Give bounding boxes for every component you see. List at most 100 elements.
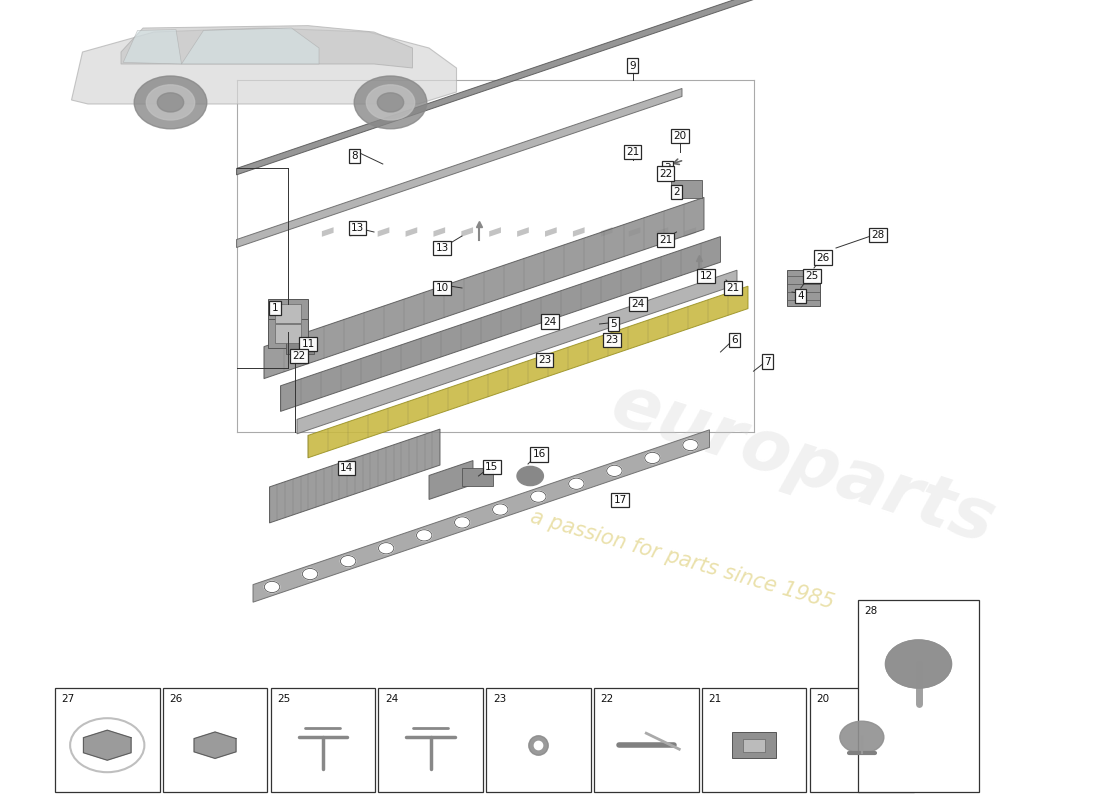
Bar bbox=[858, 600, 979, 792]
Bar bbox=[55, 688, 160, 792]
Text: 24: 24 bbox=[385, 694, 398, 704]
Text: 23: 23 bbox=[605, 335, 618, 345]
Polygon shape bbox=[253, 430, 710, 602]
Text: 23: 23 bbox=[538, 355, 551, 365]
Circle shape bbox=[454, 517, 470, 528]
Bar bbox=[163, 688, 267, 792]
Bar bbox=[286, 339, 313, 354]
Bar bbox=[275, 324, 301, 343]
Circle shape bbox=[493, 504, 508, 515]
Polygon shape bbox=[72, 28, 456, 104]
Text: 14: 14 bbox=[340, 463, 353, 473]
Text: europarts: europarts bbox=[603, 370, 1003, 558]
Polygon shape bbox=[322, 227, 333, 237]
Polygon shape bbox=[657, 227, 669, 237]
Text: a passion for parts since 1985: a passion for parts since 1985 bbox=[528, 507, 836, 613]
Bar bbox=[271, 688, 375, 792]
Polygon shape bbox=[236, 0, 754, 175]
Text: 10: 10 bbox=[436, 283, 449, 293]
Bar bbox=[744, 739, 766, 752]
Polygon shape bbox=[350, 227, 362, 237]
Circle shape bbox=[377, 93, 404, 112]
Bar bbox=[268, 319, 308, 348]
Text: 1: 1 bbox=[272, 303, 278, 313]
Text: 13: 13 bbox=[351, 223, 364, 233]
Text: 9: 9 bbox=[629, 61, 636, 70]
Text: 21: 21 bbox=[659, 235, 672, 245]
Text: 17: 17 bbox=[614, 495, 627, 505]
Text: 7: 7 bbox=[764, 357, 771, 366]
Text: 22: 22 bbox=[293, 351, 306, 361]
Text: 28: 28 bbox=[871, 230, 884, 240]
Polygon shape bbox=[629, 227, 640, 237]
Polygon shape bbox=[308, 286, 748, 458]
Polygon shape bbox=[544, 227, 557, 237]
Circle shape bbox=[264, 582, 279, 593]
Text: 13: 13 bbox=[436, 243, 449, 253]
Text: 25: 25 bbox=[805, 271, 818, 281]
Bar bbox=[733, 733, 777, 758]
Polygon shape bbox=[684, 227, 696, 237]
Circle shape bbox=[417, 530, 432, 541]
Polygon shape bbox=[517, 227, 529, 237]
Text: 4: 4 bbox=[798, 291, 804, 301]
Bar bbox=[378, 688, 483, 792]
Bar bbox=[594, 688, 698, 792]
Bar bbox=[486, 688, 591, 792]
Polygon shape bbox=[406, 227, 417, 237]
Bar bbox=[268, 299, 308, 328]
Bar bbox=[275, 304, 301, 323]
Circle shape bbox=[340, 555, 355, 566]
Circle shape bbox=[886, 640, 952, 688]
Text: 6: 6 bbox=[732, 335, 738, 345]
Text: 25: 25 bbox=[277, 694, 290, 704]
Text: 26: 26 bbox=[816, 253, 829, 262]
Circle shape bbox=[886, 640, 952, 688]
Polygon shape bbox=[461, 227, 473, 237]
Polygon shape bbox=[280, 237, 720, 411]
Circle shape bbox=[569, 478, 584, 490]
Text: 3: 3 bbox=[664, 163, 671, 173]
Polygon shape bbox=[433, 227, 446, 237]
Text: 21: 21 bbox=[708, 694, 722, 704]
Circle shape bbox=[530, 491, 546, 502]
Text: 20: 20 bbox=[816, 694, 829, 704]
Text: 5: 5 bbox=[610, 319, 617, 329]
Text: 11: 11 bbox=[301, 339, 315, 349]
Circle shape bbox=[840, 722, 884, 754]
Text: 21: 21 bbox=[726, 283, 739, 293]
Polygon shape bbox=[601, 227, 613, 237]
Text: 20: 20 bbox=[673, 131, 686, 141]
Text: 12: 12 bbox=[700, 271, 713, 281]
Polygon shape bbox=[123, 30, 182, 64]
Circle shape bbox=[645, 452, 660, 463]
Text: 28: 28 bbox=[865, 606, 878, 616]
Text: 2: 2 bbox=[673, 187, 680, 197]
Polygon shape bbox=[194, 732, 236, 758]
Text: 27: 27 bbox=[62, 694, 75, 704]
Circle shape bbox=[517, 466, 543, 486]
Circle shape bbox=[157, 93, 184, 112]
Circle shape bbox=[683, 439, 698, 450]
Polygon shape bbox=[270, 429, 440, 523]
Bar bbox=[786, 270, 820, 306]
Bar bbox=[810, 688, 914, 792]
Text: 24: 24 bbox=[631, 299, 645, 309]
Polygon shape bbox=[264, 198, 704, 378]
Text: 22: 22 bbox=[659, 169, 672, 178]
Text: 24: 24 bbox=[543, 317, 557, 326]
Circle shape bbox=[354, 76, 427, 129]
Text: 15: 15 bbox=[485, 462, 498, 472]
Bar bbox=[462, 468, 493, 486]
Bar bbox=[671, 180, 702, 198]
Polygon shape bbox=[84, 730, 131, 760]
Circle shape bbox=[134, 76, 207, 129]
Polygon shape bbox=[573, 227, 584, 237]
Text: 21: 21 bbox=[626, 147, 639, 157]
Circle shape bbox=[302, 569, 318, 580]
Polygon shape bbox=[236, 89, 682, 247]
Polygon shape bbox=[377, 227, 389, 237]
Polygon shape bbox=[490, 227, 500, 237]
Text: 16: 16 bbox=[532, 450, 546, 459]
Polygon shape bbox=[182, 28, 319, 64]
